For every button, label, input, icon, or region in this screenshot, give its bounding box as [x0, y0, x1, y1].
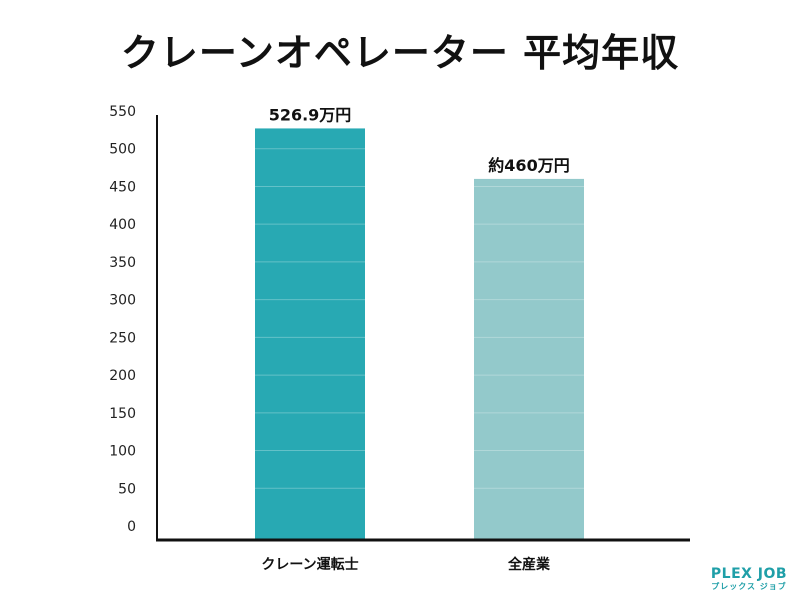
y-tick-label: 350	[109, 255, 136, 271]
data-label: 約460万円	[488, 156, 569, 175]
y-tick-label: 50	[118, 481, 136, 497]
y-tick-label: 0	[127, 519, 136, 535]
x-tick-label: 全産業	[507, 556, 551, 573]
y-tick-label: 450	[109, 179, 136, 195]
y-tick-label: 550	[109, 104, 136, 120]
plex-job-logo: PLEX JOB プレックス ジョブ	[706, 566, 792, 592]
y-tick-label: 200	[109, 368, 136, 384]
logo-main-text: PLEX JOB	[710, 566, 788, 582]
data-label: 526.9万円	[269, 105, 352, 124]
bar	[474, 178, 584, 539]
y-tick-label: 500	[109, 142, 136, 158]
logo-sub-text: プレックス ジョブ	[711, 582, 787, 591]
y-tick-label: 400	[109, 217, 136, 233]
x-tick-label: クレーン運転士	[261, 556, 358, 573]
chart-title: クレーンオペレーター 平均年収	[120, 31, 680, 75]
y-tick-label: 300	[109, 293, 136, 309]
bar	[255, 128, 365, 539]
y-tick-label: 150	[109, 406, 136, 422]
y-tick-label: 100	[109, 444, 136, 460]
y-tick-label: 250	[109, 330, 136, 346]
